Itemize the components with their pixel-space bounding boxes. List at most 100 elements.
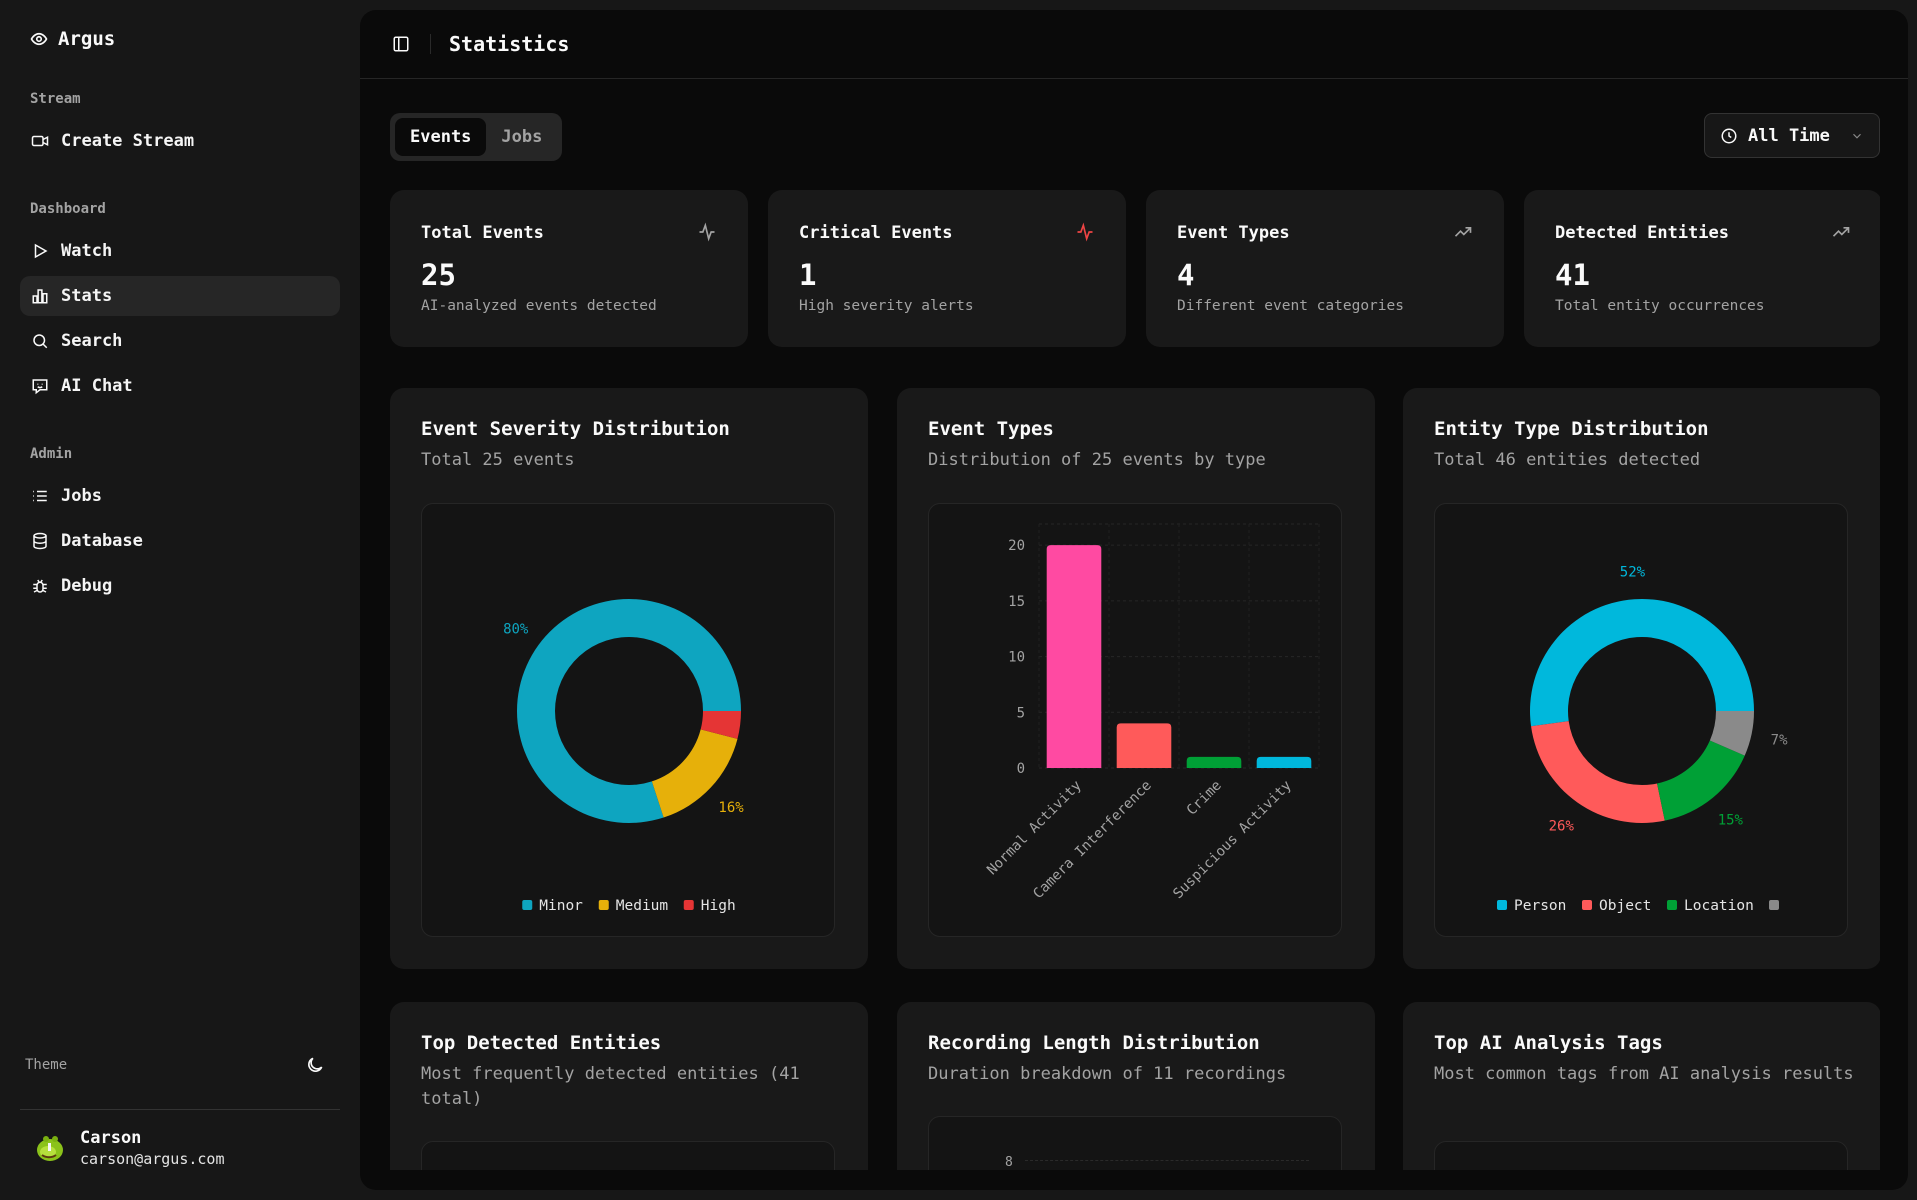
content-area: Events Jobs All Time Total Events 25 AI-… (390, 113, 1880, 1170)
play-icon (34, 243, 48, 259)
moon-icon[interactable] (305, 1055, 325, 1075)
topbar: Statistics (360, 10, 1908, 79)
donut-slice-high[interactable] (700, 711, 741, 739)
bar-crime[interactable] (1186, 756, 1242, 768)
donut-slice-minor[interactable] (517, 599, 741, 823)
sidebar-item-jobs[interactable]: Jobs (20, 476, 340, 516)
legend-swatch (1582, 900, 1592, 910)
stat-desc: AI-analyzed events detected (421, 298, 657, 314)
stat-value: 25 (421, 258, 456, 292)
sidebar-item-database[interactable]: Database (20, 521, 340, 561)
stat-title: Detected Entities (1555, 223, 1729, 243)
legend-swatch (1497, 900, 1507, 910)
y-tick-label: 15 (1008, 594, 1025, 610)
avatar (37, 1136, 63, 1161)
activity-icon (1077, 222, 1093, 242)
gridline (1025, 1160, 1309, 1161)
sidebar-item-label: Watch (61, 241, 113, 261)
stat-value: 1 (799, 258, 817, 292)
user-name: Carson (80, 1128, 142, 1148)
donut-slice-person[interactable] (1530, 599, 1754, 727)
sidebar-item-create-stream[interactable]: Create Stream (20, 121, 340, 161)
sidebar-item-label: Database (61, 531, 143, 551)
chart-area: 52% 26% 15% 7% Person Object Location (1434, 503, 1848, 937)
group-label-stream: Stream (30, 91, 81, 107)
slice-label: 52% (1620, 564, 1646, 580)
bar-suspicious-activity[interactable] (1256, 756, 1312, 768)
chart-title: Event Types (928, 418, 1054, 440)
card-title: Top Detected Entities (421, 1032, 662, 1054)
stat-value: 4 (1177, 258, 1195, 292)
slice-label: 16% (718, 800, 744, 816)
legend-swatch (1769, 900, 1779, 910)
view-tabs: Events Jobs (390, 113, 563, 161)
sidebar-item-watch[interactable]: Watch (20, 231, 340, 271)
x-tick-label: Crime (1184, 778, 1225, 819)
sidebar-toggle-icon[interactable] (392, 35, 410, 53)
stat-card-critical-events: Critical Events 1 High severity alerts (768, 190, 1126, 347)
trending-up-icon (1832, 227, 1850, 237)
main-panel: Statistics Events Jobs All Time Total Ev… (360, 10, 1908, 1190)
group-label-dashboard: Dashboard (30, 201, 106, 217)
x-tick-label: Suspicious Activity (1170, 778, 1295, 903)
card-title: Recording Length Distribution (928, 1032, 1260, 1054)
chart-area: 8 (928, 1116, 1342, 1170)
donut-slice-other[interactable] (1709, 711, 1754, 756)
stat-title: Total Events (421, 223, 544, 243)
search-icon (33, 334, 48, 349)
time-range-value: All Time (1748, 125, 1830, 146)
donut-slice-object[interactable] (1531, 721, 1665, 823)
sidebar-item-ai-chat[interactable]: AI Chat (20, 366, 340, 406)
brand[interactable]: Argus (30, 28, 115, 50)
donut-slice-medium[interactable] (651, 729, 738, 818)
legend-label: Person (1514, 898, 1566, 914)
legend-label: High (701, 898, 736, 914)
list-icon (33, 490, 47, 502)
chart-area: 0 5 10 15 20 Normal Activity Camera Interferen… (928, 503, 1342, 937)
bar-normal-activity[interactable] (1046, 545, 1102, 768)
card-top-entities: Top Detected Entities Most frequently de… (390, 1002, 868, 1170)
user-profile[interactable]: Carson carson@argus.com (32, 1128, 225, 1168)
donut-slice-location[interactable] (1657, 740, 1745, 821)
stat-card-total-events: Total Events 25 AI-analyzed events detec… (390, 190, 748, 347)
stat-title: Event Types (1177, 223, 1290, 243)
stat-value: 41 (1555, 258, 1590, 292)
sidebar-item-stats[interactable]: Stats (20, 276, 340, 316)
activity-icon (699, 222, 715, 242)
card-subtitle: Duration breakdown of 11 recordings (928, 1064, 1287, 1084)
chevron-down-icon (1853, 133, 1861, 139)
chart-card-entity-types: Entity Type Distribution Total 46 entiti… (1403, 388, 1880, 969)
chart-area: 80% 16% Minor Medium High (421, 503, 835, 937)
brand-name: Argus (58, 28, 116, 50)
chart-subtitle: Total 46 entities detected (1434, 450, 1701, 470)
topbar-separator (430, 34, 431, 54)
sidebar-item-label: Jobs (61, 486, 102, 506)
bug-icon (33, 579, 47, 593)
sidebar-item-debug[interactable]: Debug (20, 566, 340, 606)
legend-swatch (522, 900, 533, 910)
clock-icon (1721, 128, 1737, 143)
trending-up-icon (1454, 227, 1472, 237)
card-recording-length: Recording Length Distribution Duration b… (897, 1002, 1375, 1170)
x-tick-label: Camera Interference (1030, 778, 1155, 903)
stat-title: Critical Events (799, 223, 953, 243)
tab-jobs[interactable]: Jobs (501, 127, 543, 147)
y-tick-label: 0 (1017, 761, 1025, 777)
bar-camera-interference[interactable] (1116, 723, 1172, 768)
stat-desc: High severity alerts (799, 298, 974, 314)
chart-area (1434, 1141, 1848, 1170)
tab-events[interactable]: Events (395, 118, 487, 156)
card-subtitle: Most frequently detected entities (41 to… (421, 1064, 800, 1109)
card-top-tags: Top AI Analysis Tags Most common tags fr… (1403, 1002, 1880, 1170)
slice-label: 26% (1549, 818, 1575, 834)
time-range-select[interactable]: All Time (1704, 113, 1880, 158)
sidebar-item-search[interactable]: Search (20, 321, 340, 361)
legend-label: Medium (616, 898, 669, 914)
theme-row: Theme (25, 1055, 325, 1075)
sidebar: Argus Stream Create Stream Dashboard Wat… (0, 0, 360, 1200)
card-subtitle: Most common tags from AI analysis result… (1434, 1064, 1854, 1084)
chat-icon (32, 379, 48, 395)
slice-label: 15% (1718, 813, 1744, 829)
page-title: Statistics (449, 32, 570, 56)
chart-area (421, 1141, 835, 1170)
